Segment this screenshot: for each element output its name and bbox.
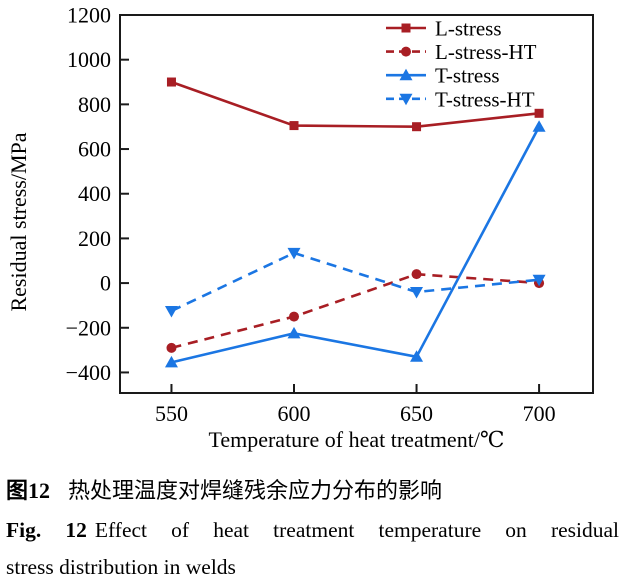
y-tick-label: −200 xyxy=(66,315,111,340)
y-tick-label: 600 xyxy=(78,137,111,162)
data-point-l-stress-ht xyxy=(166,342,177,353)
caption-chinese-label: 图12 xyxy=(6,478,51,503)
caption-english-line2: stress distribution in welds xyxy=(6,555,236,579)
y-axis-title: Residual stress/MPa xyxy=(6,132,31,311)
caption-chinese-text: 热处理温度对焊缝残余应力分布的影响 xyxy=(68,478,443,503)
x-axis-title: Temperature of heat treatment/℃ xyxy=(208,427,504,452)
legend-marker-l-stress-ht xyxy=(401,46,411,57)
caption-english-label: Fig. 12 xyxy=(6,518,87,542)
legend-marker-t-stress-ht xyxy=(399,93,413,106)
residual-stress-chart: −400 −200 0 200 400 600 800 1000 1200 550 600 650 70… xyxy=(6,3,594,452)
legend-label-l-stress-ht: L-stress-HT xyxy=(435,40,537,64)
data-point-t-stress-ht xyxy=(410,287,424,299)
x-tick-label: 650 xyxy=(400,401,433,426)
legend-label-t-stress: T-stress xyxy=(435,64,500,88)
data-point-l-stress-ht xyxy=(411,269,422,280)
y-tick-label: 400 xyxy=(78,181,111,206)
data-point-l-stress xyxy=(534,108,544,118)
x-tick-label: 600 xyxy=(278,401,311,426)
data-point-l-stress xyxy=(412,122,422,132)
plot-frame xyxy=(119,14,594,394)
x-tick-label: 700 xyxy=(523,401,556,426)
figure-caption: 图12 热处理温度对焊缝残余应力分布的影响 Fig. 12 Effect of he… xyxy=(0,463,627,586)
legend-marker-l-stress xyxy=(401,23,411,33)
y-tick-label: −400 xyxy=(66,360,111,385)
caption-chinese: 图12 热处理温度对焊缝残余应力分布的影响 xyxy=(6,473,619,505)
series-line-t-stress xyxy=(171,126,541,364)
caption-english: Fig. 12 Effect of heat treatment temperat… xyxy=(6,512,619,586)
x-tick-label: 550 xyxy=(155,401,188,426)
y-tick-label: 0 xyxy=(100,271,111,296)
y-tick-label: 800 xyxy=(78,92,111,117)
series-line-l-stress xyxy=(171,80,540,129)
data-point-l-stress-ht xyxy=(289,311,300,322)
data-point-t-stress xyxy=(532,120,546,132)
legend-marker-t-stress xyxy=(399,68,413,81)
series-line-l-stress-ht xyxy=(171,272,540,350)
legend-label-l-stress: L-stress xyxy=(435,17,502,41)
y-tick-label: 1000 xyxy=(67,47,111,72)
y-tick-label: 1200 xyxy=(67,3,111,28)
y-tick-label: 200 xyxy=(78,226,111,251)
data-point-l-stress xyxy=(166,77,176,87)
data-point-t-stress-ht xyxy=(532,274,546,287)
caption-english-line1: Fig. 12 Effect of heat treatment temperat… xyxy=(6,518,620,542)
series-line-t-stress-ht xyxy=(170,251,540,313)
data-point-t-stress xyxy=(410,350,424,362)
data-point-t-stress-ht xyxy=(164,306,178,318)
data-point-l-stress xyxy=(289,121,299,131)
data-point-t-stress xyxy=(164,355,178,368)
data-point-t-stress xyxy=(287,326,301,339)
legend-label-t-stress-ht: T-stress-HT xyxy=(435,87,535,111)
data-point-t-stress-ht xyxy=(287,247,301,260)
